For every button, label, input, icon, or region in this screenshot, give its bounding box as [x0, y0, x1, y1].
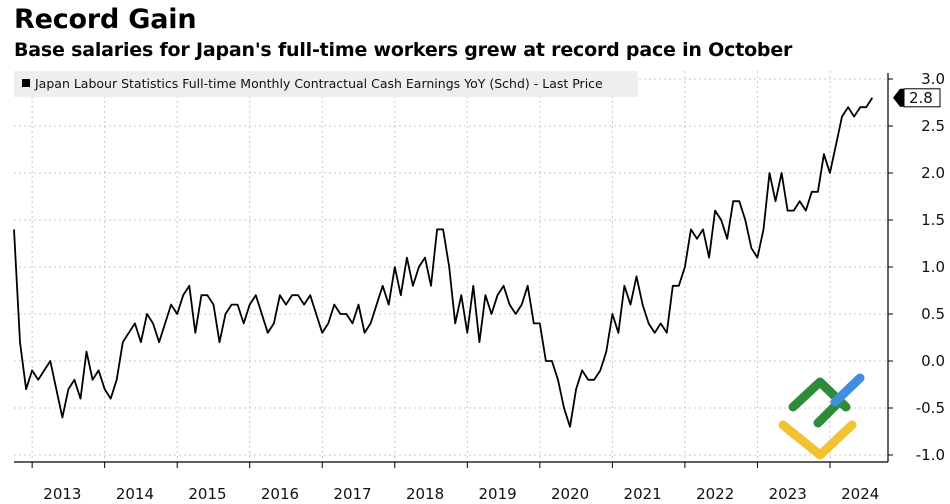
legend-box: [14, 71, 638, 97]
x-tick-label: 2014: [116, 485, 154, 503]
logo-blue-stroke: [830, 373, 865, 407]
series-line: [13, 97, 874, 428]
x-tick-label: 2020: [551, 485, 589, 503]
y-tick-label: -1.0: [916, 446, 945, 464]
chart-subtitle: Base salaries for Japan's full-time work…: [14, 39, 793, 61]
legend: Japan Labour Statistics Full-time Monthl…: [14, 71, 638, 97]
x-tick-label: 2016: [261, 485, 299, 503]
last-value-box: [903, 88, 941, 108]
x-tick-label: 2018: [406, 485, 444, 503]
logo-yellow-chevron: [778, 420, 857, 460]
x-tick-label: 2021: [624, 485, 662, 503]
y-tick-label: 1.5: [921, 211, 945, 229]
x-tick-label: 2019: [478, 485, 516, 503]
last-value-marker: [893, 88, 904, 107]
y-tick-label: 3.0: [921, 70, 945, 88]
y-tick-label: 0.0: [921, 352, 945, 370]
x-tick-label: 2022: [696, 485, 734, 503]
x-tick-label: 2024: [841, 485, 879, 503]
y-tick-labels: 3.0 2.5 2.0 1.5 1.0 0.5 0.0 -0.5 -1.0: [888, 70, 945, 464]
y-tick-label: 0.5: [921, 305, 945, 323]
legend-label: Japan Labour Statistics Full-time Monthl…: [34, 76, 603, 91]
last-value-label: 2.8: [909, 89, 933, 107]
grid-lines: [14, 71, 888, 462]
y-tick-label: -0.5: [916, 399, 945, 417]
x-tick-labels: 2013 2014 2015 2016 2017 2018 2019 2020 2021 2022…: [31, 462, 879, 503]
chart-title: Record Gain: [14, 4, 197, 35]
x-tick-label: 2013: [43, 485, 81, 503]
y-tick-label: 2.0: [921, 164, 945, 182]
x-tick-label: 2023: [769, 485, 807, 503]
legend-swatch: [22, 79, 30, 87]
y-tick-label: 1.0: [921, 258, 945, 276]
y-tick-label: 2.5: [921, 117, 945, 135]
x-tick-label: 2015: [188, 485, 226, 503]
last-value-badge: 2.8: [893, 88, 941, 108]
x-tick-label: 2017: [333, 485, 371, 503]
logo-icon: [778, 373, 865, 460]
